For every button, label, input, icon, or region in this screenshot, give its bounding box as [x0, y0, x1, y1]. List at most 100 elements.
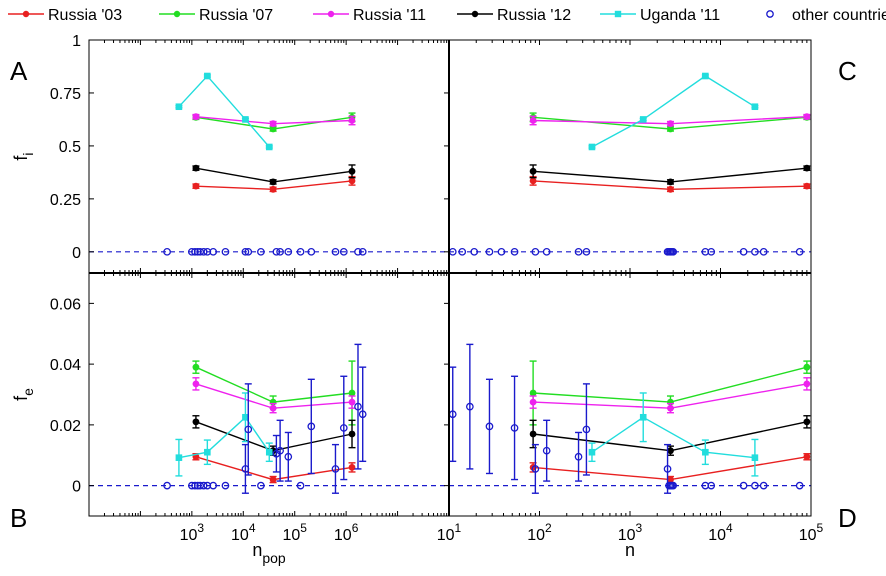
series-russia07 [192, 360, 356, 426]
series-uganda11 [175, 392, 273, 477]
series-russia11 [529, 113, 811, 128]
series-russia11 [529, 377, 811, 414]
data-point [307, 247, 316, 256]
plot-area [449, 72, 811, 256]
x-tick-label: 103 [180, 521, 205, 544]
x-tick-exponent: 5 [300, 521, 307, 535]
series-russia11 [192, 113, 356, 128]
data-point [242, 413, 249, 421]
data-point [702, 448, 709, 456]
data-point [244, 247, 253, 256]
x-tick-base: 10 [282, 527, 300, 544]
data-point [199, 247, 208, 256]
legend-entry-russia07: Russia '07 [159, 7, 273, 24]
data-point [348, 430, 356, 438]
data-point [739, 481, 748, 490]
x-tick-exponent: 3 [197, 521, 204, 535]
legend-marker [22, 10, 30, 18]
y-tick-label: 0 [72, 245, 81, 262]
data-point [242, 116, 249, 123]
data-point [667, 404, 674, 412]
y-axis-label: fi [11, 152, 36, 160]
data-point [257, 481, 265, 490]
data-point [574, 247, 583, 256]
data-point [497, 247, 506, 256]
data-point [175, 454, 183, 461]
series-uganda11 [175, 72, 273, 151]
series-other [163, 343, 367, 494]
data-point [529, 430, 537, 438]
x-tick-exponent: 5 [817, 521, 824, 535]
x-tick-label: 103 [618, 521, 643, 544]
data-point [191, 481, 199, 490]
x-tick-label: 101 [437, 521, 462, 544]
x-axis-label: npop [252, 540, 286, 566]
panel-A: 0 0.25 0.5 0.75 1 fi A [10, 33, 450, 274]
data-point [348, 389, 356, 397]
data-point [191, 247, 199, 256]
data-point [348, 117, 356, 124]
data-point [284, 452, 293, 461]
data-point [470, 247, 479, 256]
panel-frame [448, 39, 812, 274]
panel-letter-A: A [10, 56, 28, 86]
x-tick-label: 105 [282, 521, 307, 544]
data-point [296, 481, 305, 490]
legend-marker [173, 10, 181, 18]
data-point [466, 402, 474, 411]
data-point [639, 116, 647, 123]
series-russia03 [192, 453, 356, 484]
x-tick-exponent: 4 [726, 521, 733, 535]
data-point [269, 125, 277, 133]
data-point [803, 363, 811, 371]
data-point [667, 178, 674, 186]
data-point [639, 413, 647, 421]
x-tick-exponent: 4 [249, 521, 256, 535]
data-point [667, 120, 674, 128]
panel-C: C [448, 39, 857, 274]
data-point [667, 447, 674, 455]
data-point [339, 424, 348, 432]
y-tick-label: 0.25 [50, 192, 81, 209]
series-uganda11 [588, 72, 759, 151]
legend-marker [766, 10, 774, 18]
data-point [348, 464, 356, 471]
data-point [803, 380, 811, 388]
data-point [803, 418, 811, 426]
x-tick-label: 104 [231, 521, 256, 544]
data-point [272, 247, 281, 256]
y-tick-label: 0.04 [50, 357, 81, 374]
data-point [192, 113, 200, 121]
data-point [209, 481, 218, 490]
data-point [582, 425, 591, 434]
data-point [751, 103, 759, 111]
data-point [588, 448, 596, 456]
panel-dividers [89, 40, 811, 516]
data-point [348, 167, 356, 175]
plot-area [89, 72, 449, 256]
x-axis-label-base: n [252, 540, 262, 560]
legend-label: Russia '03 [48, 7, 122, 24]
x-tick-exponent: 3 [636, 521, 643, 535]
panel-letter-C: C [838, 56, 857, 86]
plot-area [89, 343, 449, 494]
legend-label: Russia '12 [497, 7, 571, 24]
data-point [795, 481, 804, 490]
legend-label: Uganda '11 [640, 7, 720, 24]
plot-area [449, 343, 811, 494]
data-point [269, 120, 277, 128]
series-russia07 [529, 360, 811, 426]
data-point [574, 452, 583, 461]
data-point [296, 247, 305, 256]
y-tick-label: 0 [72, 479, 81, 496]
data-point [759, 481, 768, 490]
data-point [510, 247, 519, 256]
y-tick-label: 0.06 [50, 296, 81, 313]
data-point [192, 363, 200, 371]
x-tick-base: 10 [799, 527, 817, 544]
data-point [510, 424, 519, 432]
data-point [199, 481, 208, 490]
series-line [178, 74, 270, 148]
x-tick-base: 10 [180, 527, 198, 544]
